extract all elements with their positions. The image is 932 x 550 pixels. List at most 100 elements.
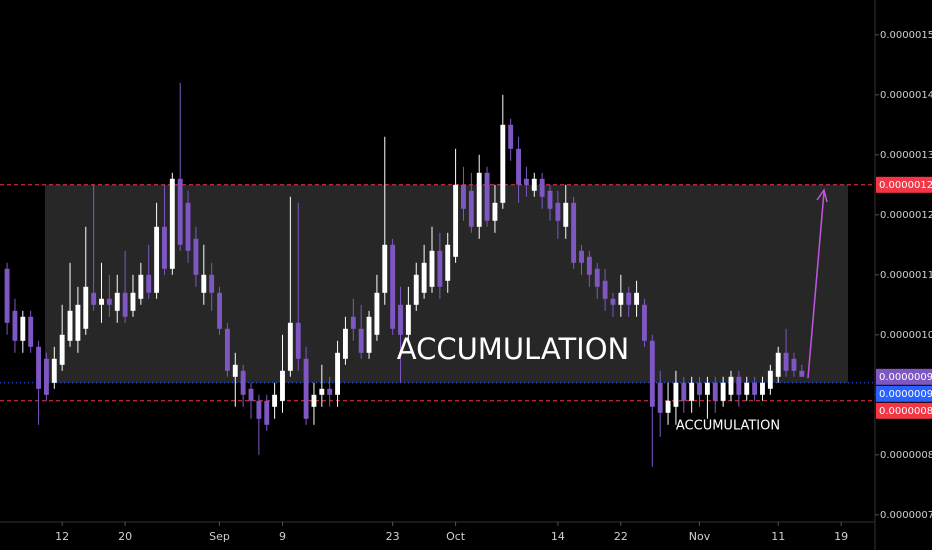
candle-body — [303, 358, 309, 419]
candle-body — [43, 358, 49, 395]
price-label-bg — [876, 402, 932, 419]
candle-body — [413, 274, 419, 305]
candle-body — [232, 364, 238, 377]
candle-body — [287, 322, 293, 371]
candle-body — [586, 256, 592, 275]
x-tick-label: 9 — [279, 530, 286, 543]
x-tick-label: 19 — [834, 530, 848, 543]
candle-body — [209, 274, 215, 293]
candle-body — [106, 298, 112, 305]
candle-body — [398, 304, 403, 335]
candle-body — [138, 274, 144, 299]
candle-body — [752, 382, 758, 395]
candle-body — [783, 352, 789, 371]
candle-body — [445, 244, 451, 281]
candle-body — [492, 202, 498, 221]
candle-body — [602, 280, 608, 299]
x-tick-label: 11 — [771, 530, 785, 543]
candle-body — [673, 382, 679, 407]
candle-body — [453, 184, 459, 257]
candle-body — [775, 352, 781, 377]
candle-body — [122, 292, 128, 317]
annotation: ACCUMULATION — [676, 419, 780, 434]
candle-body — [523, 178, 529, 185]
candle-body — [272, 394, 278, 407]
candle-body — [712, 382, 718, 401]
x-tick-label: 22 — [614, 530, 628, 543]
candle-body — [642, 304, 647, 341]
y-tick-label: 0.00000150 — [880, 30, 932, 41]
candle-body — [130, 292, 136, 311]
candle-body — [468, 190, 474, 227]
candle-body — [704, 382, 710, 395]
candle-body — [563, 202, 569, 227]
candle-body — [437, 250, 443, 287]
x-tick-label: Oct — [446, 530, 466, 543]
x-tick-label: 14 — [551, 530, 565, 543]
candle-body — [649, 340, 655, 407]
candle-body — [634, 292, 640, 305]
candle-body — [319, 388, 325, 395]
annotation: ACCUMULATION — [397, 332, 630, 366]
candle-body — [484, 172, 490, 221]
price-label-bg — [876, 176, 932, 193]
candle-body — [264, 400, 270, 425]
arrow-head — [816, 188, 828, 203]
candle-body — [744, 382, 750, 395]
candle-body — [579, 250, 584, 263]
candle-body — [720, 382, 726, 401]
price-label: 0.00000125 — [879, 180, 932, 191]
price-label-bg — [876, 385, 932, 402]
candle-body — [508, 124, 514, 149]
candle-body — [516, 148, 521, 185]
candle-body — [20, 316, 26, 341]
candle-body — [405, 304, 411, 335]
candle-body — [146, 274, 152, 293]
candle-body — [657, 382, 663, 413]
candle-body — [429, 250, 435, 287]
candle-body — [421, 262, 427, 293]
candle-body — [67, 310, 73, 341]
candle-body — [382, 244, 388, 293]
candle-body — [665, 400, 671, 413]
candle-body — [760, 382, 765, 395]
candle-body — [531, 178, 537, 191]
candle-body — [342, 328, 348, 359]
x-tick-label: Nov — [689, 530, 711, 543]
candle-body — [689, 382, 695, 401]
candle-body — [177, 178, 183, 245]
x-tick-label: 23 — [386, 530, 400, 543]
price-label-bg — [876, 368, 932, 385]
price-label: 0.00000089 — [879, 406, 932, 417]
candle-body — [618, 292, 624, 305]
candle-body — [256, 400, 262, 419]
candle-body — [75, 304, 81, 341]
candle-body — [36, 346, 41, 389]
candle-body — [767, 370, 773, 389]
candle-body — [555, 202, 561, 221]
candle-body — [366, 316, 372, 353]
candle-body — [83, 286, 89, 329]
candle-body — [791, 358, 797, 371]
candle-body — [51, 358, 57, 383]
x-tick-label: 20 — [118, 530, 132, 543]
candle-body — [4, 268, 10, 323]
candle-body — [217, 292, 222, 329]
candle-body — [12, 310, 18, 341]
candle-body — [28, 316, 34, 347]
candle-body — [476, 172, 482, 227]
candle-body — [390, 244, 396, 329]
candle-body — [224, 328, 230, 371]
candle-body — [626, 292, 632, 305]
candle-body — [99, 298, 104, 305]
candle-body — [335, 352, 341, 395]
candle-body — [594, 268, 600, 287]
candle-body — [697, 382, 702, 395]
